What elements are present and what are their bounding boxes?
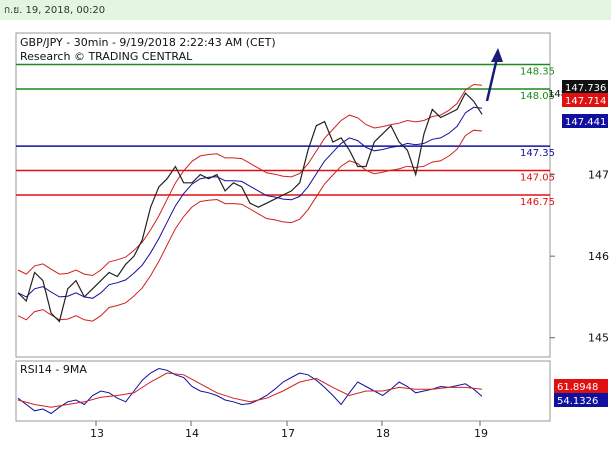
forecast-arrowhead — [491, 48, 503, 62]
time-tick-label-3: 18 — [376, 427, 390, 440]
rsi-ma-line — [17, 372, 483, 408]
level-label-1: 148.05 — [520, 91, 555, 102]
price-badge-1 — [562, 93, 608, 107]
rsi-panel — [15, 360, 551, 422]
price-line — [17, 92, 483, 323]
level-label-0: 148.35 — [520, 67, 555, 78]
rsi-badge-0 — [554, 379, 608, 393]
chart-subtitle: Research © TRADING CENTRAL — [20, 50, 193, 63]
rsi-label: RSI14 - 9MA — [20, 363, 87, 376]
price-badge-label-0: 147.736 — [565, 83, 606, 94]
price-badge-2 — [562, 114, 608, 128]
level-label-2: 147.35 — [520, 148, 555, 159]
moving-average-line — [17, 106, 483, 299]
timestamp-label: ก.ย. 19, 2018, 00:20 — [4, 5, 106, 16]
rsi-badge-label-0: 61.8948 — [557, 382, 598, 393]
time-tick-label-0: 13 — [90, 427, 104, 440]
price-badge-label-1: 147.714 — [565, 96, 606, 107]
forecast-arrow — [485, 57, 499, 102]
lower-band-line — [17, 129, 483, 322]
price-tick-label-2: 147 — [588, 169, 609, 182]
price-tick-label-0: 145 — [588, 332, 609, 345]
price-tick-label-1: 146 — [588, 250, 609, 263]
price-badge-label-2: 147.441 — [565, 117, 606, 128]
price-badge-0 — [562, 80, 608, 94]
time-tick-label-4: 19 — [474, 427, 488, 440]
time-tick-label-2: 17 — [281, 427, 295, 440]
top-status-bar: ก.ย. 19, 2018, 00:20 — [0, 0, 611, 20]
level-label-3: 147.05 — [520, 173, 555, 184]
rsi-badge-label-1: 54.1326 — [557, 396, 598, 407]
chart-title: GBP/JPY - 30min - 9/19/2018 2:22:43 AM (… — [20, 36, 276, 49]
upper-band-line — [17, 83, 483, 277]
level-label-4: 146.75 — [520, 197, 555, 208]
time-tick-label-1: 14 — [185, 427, 199, 440]
rsi-badge-1 — [554, 393, 608, 407]
price-tick-label-148: 148 — [548, 89, 567, 100]
rsi-line — [17, 367, 483, 415]
